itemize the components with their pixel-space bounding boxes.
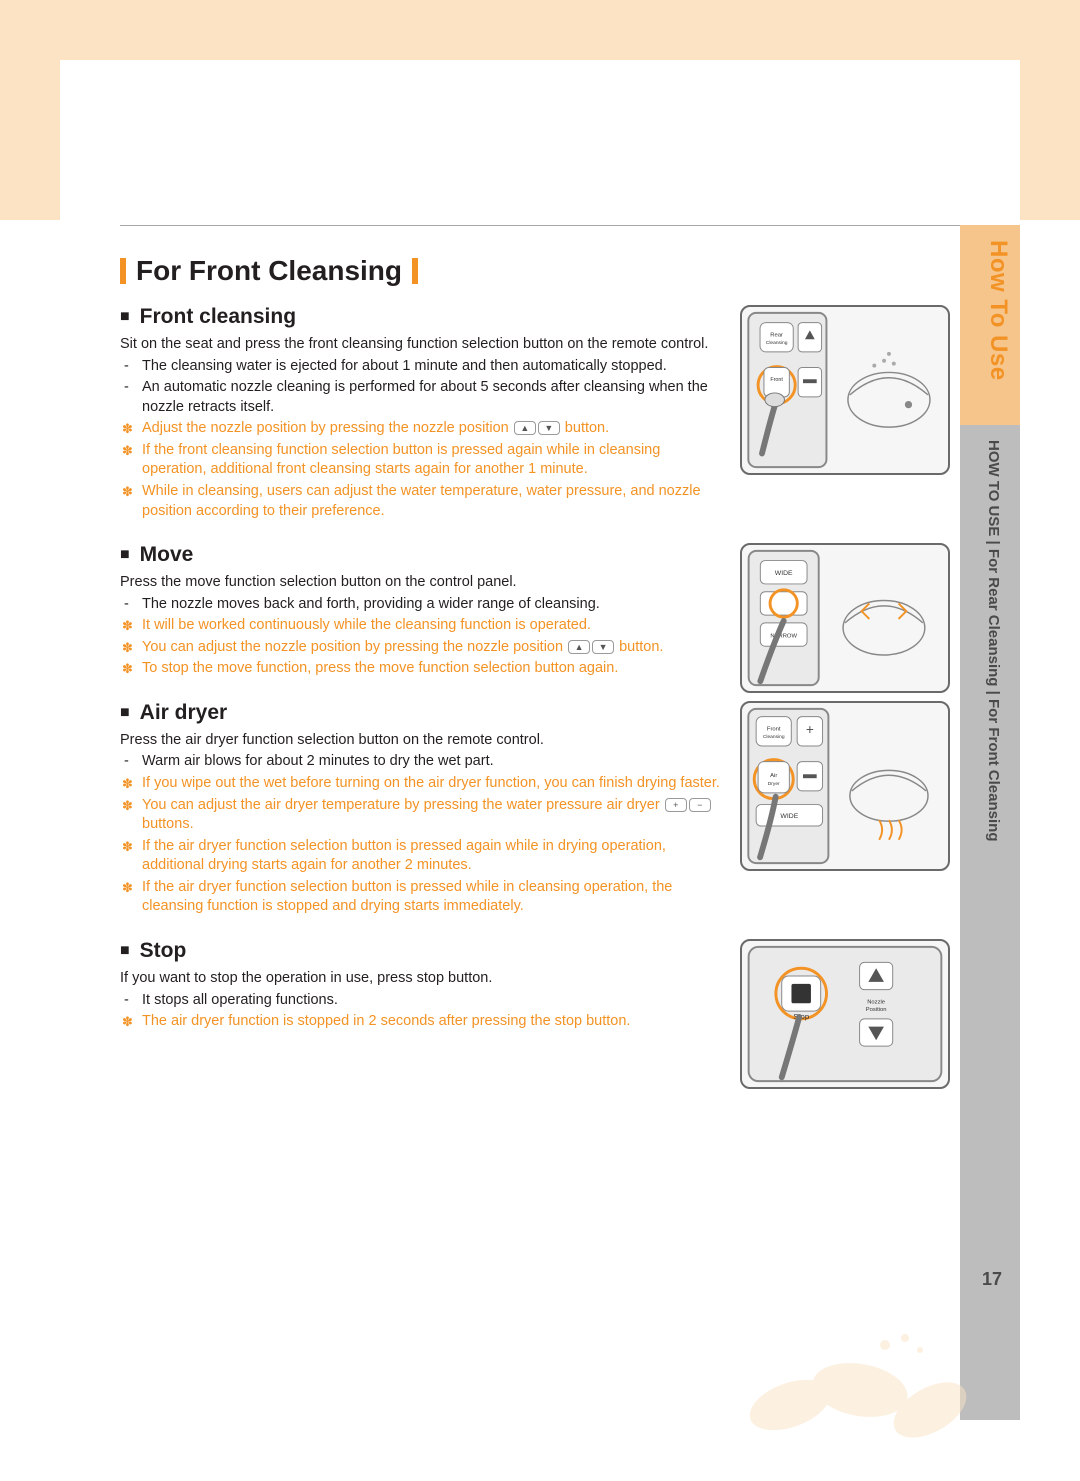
star-list: It will be worked continuously while the… <box>120 616 720 679</box>
section-title-bar: For Front Cleansing <box>120 255 950 287</box>
subsection-intro: If you want to stop the operation in use… <box>120 969 720 989</box>
star-item: To stop the move function, press the mov… <box>142 659 720 679</box>
star-item: If the air dryer function selection butt… <box>142 878 720 917</box>
dash-list: The nozzle moves back and forth, providi… <box>120 595 720 615</box>
illustration: Front Cleansing + Air Dryer WIDE <box>740 701 950 871</box>
dash-item: The nozzle moves back and forth, providi… <box>142 595 720 615</box>
main-content: For Front Cleansing Front cleansingSit o… <box>120 255 950 1061</box>
subsection-body: Press the air dryer function selection b… <box>120 731 720 917</box>
svg-text:Cleansing: Cleansing <box>766 340 788 346</box>
star-item: If the front cleansing function selectio… <box>142 441 720 480</box>
svg-text:Nozzle: Nozzle <box>867 999 885 1005</box>
inline-button-icon: ▼ <box>538 421 560 435</box>
dash-list: It stops all operating functions. <box>120 991 720 1011</box>
page-number: 17 <box>982 1269 1002 1290</box>
svg-text:Cleansing: Cleansing <box>763 734 785 740</box>
decorative-leaf-icon <box>730 1310 980 1440</box>
subsection: Front cleansingSit on the seat and press… <box>120 305 950 521</box>
section-bar-left-icon <box>120 258 126 284</box>
dash-item: It stops all operating functions. <box>142 991 720 1011</box>
subsection: MovePress the move function selection bu… <box>120 543 950 679</box>
inline-button-icon: + <box>665 798 687 812</box>
page-content-card: How To Use HOW TO USE | For Rear Cleansi… <box>60 60 1020 1420</box>
star-list: If you wipe out the wet before turning o… <box>120 774 720 917</box>
illustration: Stop Nozzle Position <box>740 939 950 1089</box>
star-item: The air dryer function is stopped in 2 s… <box>142 1012 720 1032</box>
svg-text:WIDE: WIDE <box>780 813 798 820</box>
star-list: The air dryer function is stopped in 2 s… <box>120 1012 720 1032</box>
star-item: It will be worked continuously while the… <box>142 616 720 636</box>
subsection: Air dryerPress the air dryer function se… <box>120 701 950 917</box>
subsection-intro: Sit on the seat and press the front clea… <box>120 335 720 355</box>
section-bar-right-icon <box>412 258 418 284</box>
dash-item: Warm air blows for about 2 minutes to dr… <box>142 752 720 772</box>
star-item: If you wipe out the wet before turning o… <box>142 774 720 794</box>
svg-text:Dryer: Dryer <box>768 781 780 787</box>
side-tab-breadcrumb: HOW TO USE | For Rear Cleansing | For Fr… <box>985 440 1002 842</box>
section-title: For Front Cleansing <box>136 255 402 287</box>
svg-text:Air: Air <box>770 773 777 779</box>
inline-button-icon: − <box>689 798 711 812</box>
dash-item: The cleansing water is ejected for about… <box>142 357 720 377</box>
dash-list: The cleansing water is ejected for about… <box>120 357 720 418</box>
subsection-body: If you want to stop the operation in use… <box>120 969 720 1032</box>
dash-item: An automatic nozzle cleaning is performe… <box>142 378 720 417</box>
illustration: WIDE NARROW <box>740 543 950 693</box>
subsection-intro: Press the move function selection button… <box>120 573 720 593</box>
star-item: If the air dryer function selection butt… <box>142 837 720 876</box>
inline-button-icon: ▲ <box>514 421 536 435</box>
subsection-intro: Press the air dryer function selection b… <box>120 731 720 751</box>
subsection-body: Sit on the seat and press the front clea… <box>120 335 720 521</box>
svg-text:Front: Front <box>767 726 781 732</box>
star-item: While in cleansing, users can adjust the… <box>142 482 720 521</box>
dash-list: Warm air blows for about 2 minutes to dr… <box>120 752 720 772</box>
star-item: Adjust the nozzle position by pressing t… <box>142 419 720 439</box>
star-list: Adjust the nozzle position by pressing t… <box>120 419 720 521</box>
svg-text:Front: Front <box>770 377 783 383</box>
svg-text:Rear: Rear <box>770 332 783 338</box>
side-tab-chapter: How To Use <box>984 240 1012 381</box>
subsection-body: Press the move function selection button… <box>120 573 720 679</box>
svg-text:Position: Position <box>866 1007 887 1013</box>
star-item: You can adjust the air dryer temperature… <box>142 796 720 835</box>
horizontal-rule <box>120 225 960 226</box>
subsection: StopIf you want to stop the operation in… <box>120 939 950 1039</box>
inline-button-icon: ▲ <box>568 640 590 654</box>
star-item: You can adjust the nozzle position by pr… <box>142 638 720 658</box>
illustration: Rear Cleansing Front <box>740 305 950 475</box>
inline-button-icon: ▼ <box>592 640 614 654</box>
svg-text:WIDE: WIDE <box>775 570 793 577</box>
svg-text:+: + <box>806 722 814 737</box>
